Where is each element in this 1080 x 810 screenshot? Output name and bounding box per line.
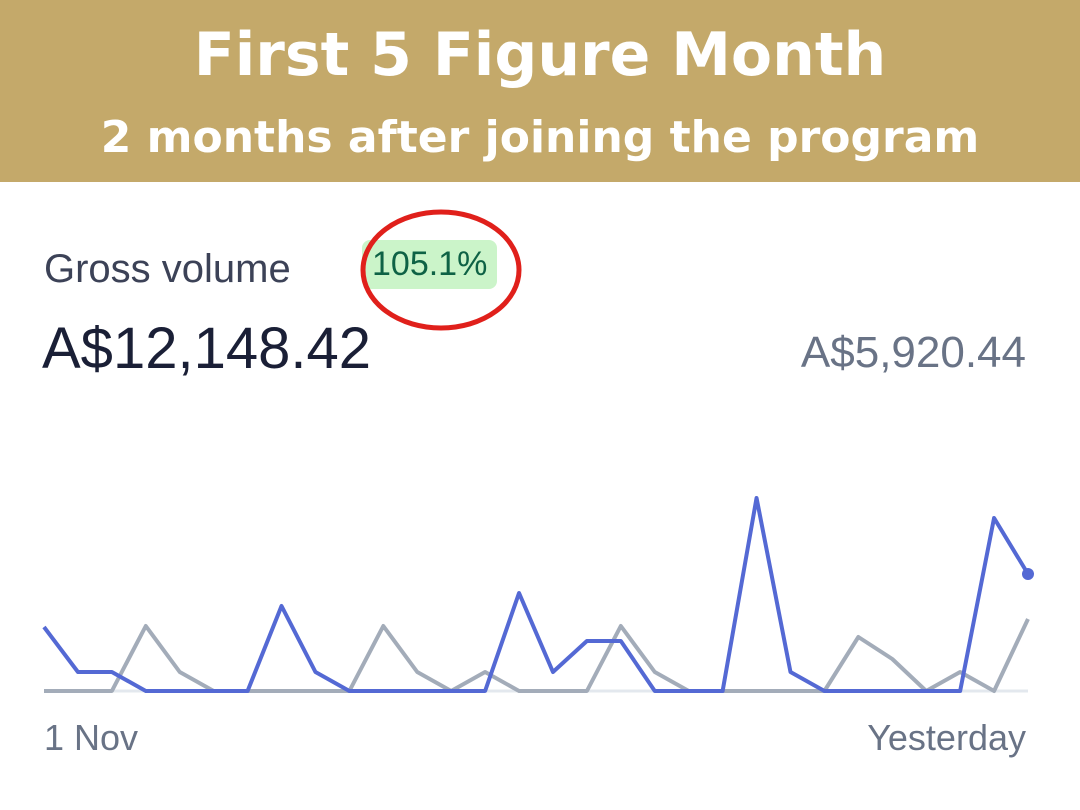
banner-subtitle: 2 months after joining the program: [100, 112, 980, 163]
banner-title: First 5 Figure Month: [193, 20, 887, 90]
card: Gross volume 105.1% A$12,148.42 A$5,920.…: [0, 182, 1080, 810]
change-badge: 105.1%: [362, 240, 498, 289]
chart: [42, 209, 1034, 693]
previous-amount: A$5,920.44: [800, 328, 1026, 377]
amount: A$12,148.42: [42, 316, 371, 381]
end-dot: [1022, 568, 1034, 580]
metric-label: Gross volume: [44, 247, 291, 291]
series-line: [44, 618, 1030, 693]
highlight-circle: [360, 209, 522, 331]
x-label: 1 Nov: [44, 717, 139, 758]
series-line: [42, 496, 1030, 693]
x-label: Yesterday: [867, 717, 1026, 758]
banner: First 5 Figure Month 2 months after join…: [0, 0, 1080, 182]
